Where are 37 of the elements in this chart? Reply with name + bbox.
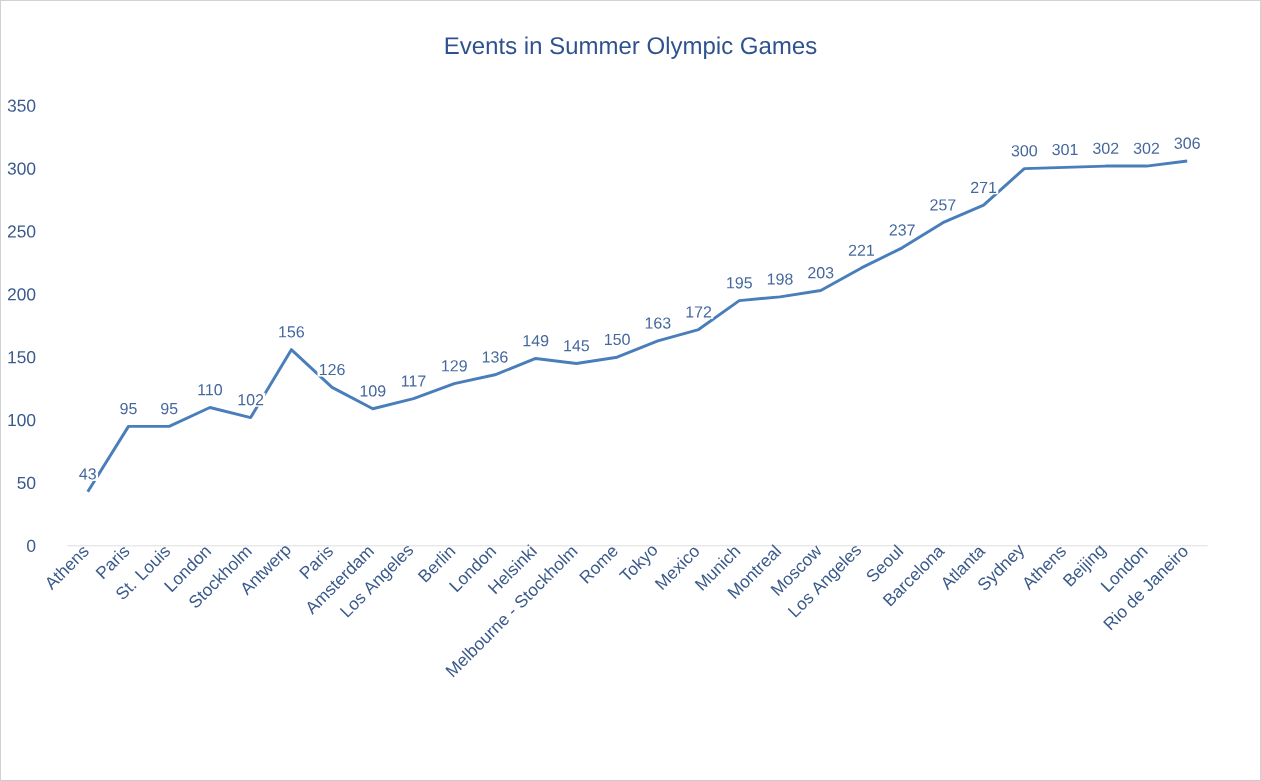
data-label: 163 xyxy=(645,317,671,329)
data-label: 257 xyxy=(930,199,956,211)
y-tick-label: 350 xyxy=(7,99,36,112)
y-tick-label: 150 xyxy=(8,351,36,364)
data-label: 149 xyxy=(523,335,549,347)
data-label: 301 xyxy=(1052,143,1078,156)
data-label: 110 xyxy=(198,384,223,396)
data-label: 150 xyxy=(604,333,630,346)
data-label: 300 xyxy=(1011,145,1038,157)
data-label: 95 xyxy=(161,402,178,415)
data-label: 43 xyxy=(79,468,96,480)
data-label: 145 xyxy=(564,340,590,352)
data-label: 237 xyxy=(889,224,915,236)
data-label: 271 xyxy=(971,181,997,193)
data-label: 156 xyxy=(279,326,304,338)
data-label: 198 xyxy=(767,273,793,285)
y-tick-label: 300 xyxy=(7,162,36,175)
data-label: 203 xyxy=(808,267,834,279)
y-tick-label: 250 xyxy=(7,225,36,238)
data-label: 221 xyxy=(848,244,874,256)
y-tick-label: 0 xyxy=(27,539,36,552)
data-label: 306 xyxy=(1174,137,1200,149)
data-label: 172 xyxy=(686,306,712,318)
y-tick-label: 100 xyxy=(8,413,36,427)
data-label: 302 xyxy=(1093,142,1119,154)
data-label: 95 xyxy=(120,402,137,415)
data-label: 117 xyxy=(401,375,426,387)
data-label: 195 xyxy=(727,277,752,289)
data-label: 302 xyxy=(1133,142,1160,154)
data-label: 136 xyxy=(482,351,508,363)
y-tick-label: 50 xyxy=(17,476,36,490)
chart-title: Events in Summer Olympic Games xyxy=(445,36,817,59)
y-tick-label: 200 xyxy=(7,288,36,301)
data-label: 126 xyxy=(319,363,345,376)
data-label: 109 xyxy=(360,385,386,397)
data-label: 129 xyxy=(442,360,467,372)
data-label: 102 xyxy=(238,394,264,406)
